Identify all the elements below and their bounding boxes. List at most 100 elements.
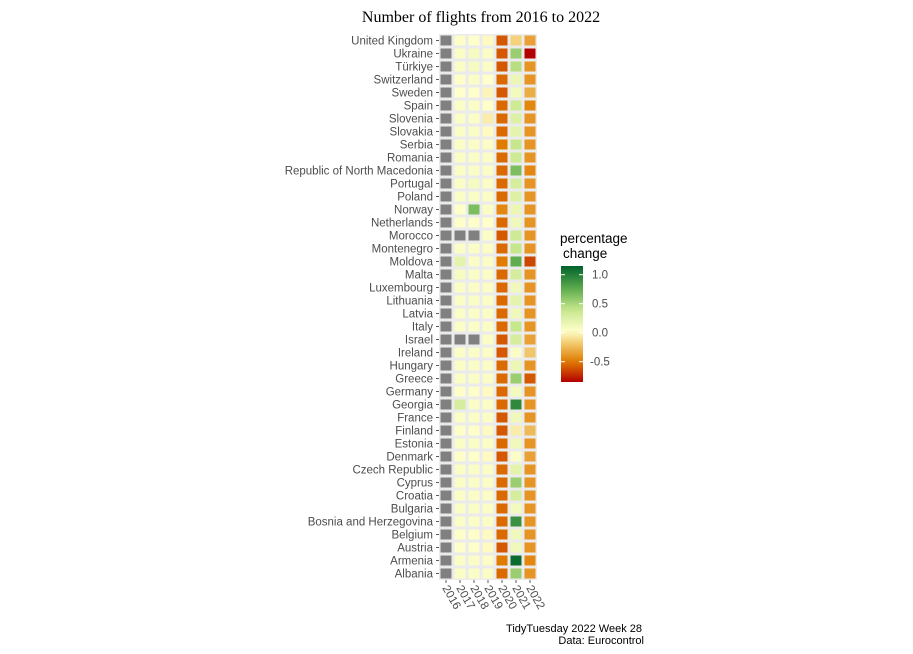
y-tick-label: Armenia xyxy=(390,556,433,568)
heatmap-cell xyxy=(482,48,494,59)
heatmap-cell xyxy=(524,347,536,358)
heatmap-cell xyxy=(482,555,494,566)
y-tick-label: United Kingdom xyxy=(351,36,433,48)
heatmap-cell xyxy=(496,568,508,579)
y-tick-label: Malta xyxy=(405,270,434,282)
heatmap-cell xyxy=(440,152,452,163)
heatmap-cell xyxy=(524,87,536,98)
legend-title-line1: percentage xyxy=(560,231,628,246)
heatmap-cell xyxy=(468,152,480,163)
heatmap-cell xyxy=(440,35,452,46)
heatmap-cell xyxy=(496,35,508,46)
heatmap-cell xyxy=(510,386,522,397)
heatmap-cell xyxy=(440,204,452,215)
heatmap-cell xyxy=(524,477,536,488)
heatmap-cell xyxy=(454,555,466,566)
heatmap-cell xyxy=(510,126,522,137)
heatmap-cell xyxy=(468,438,480,449)
y-tick-label: France xyxy=(397,413,433,425)
heatmap-cell xyxy=(468,35,480,46)
heatmap-cell xyxy=(454,464,466,475)
heatmap-cell xyxy=(524,386,536,397)
heatmap-cell xyxy=(524,35,536,46)
heatmap-cell xyxy=(496,282,508,293)
legend-tick-label: 0.0 xyxy=(592,328,608,340)
heatmap-cell xyxy=(454,139,466,150)
heatmap-cell xyxy=(510,555,522,566)
heatmap-cell xyxy=(524,269,536,280)
heatmap-cell xyxy=(496,178,508,189)
heatmap-cell xyxy=(454,165,466,176)
heatmap-cell xyxy=(440,464,452,475)
heatmap-cell xyxy=(524,464,536,475)
heatmap-cell xyxy=(440,412,452,423)
heatmap-cell xyxy=(440,516,452,527)
heatmap-cell xyxy=(496,477,508,488)
heatmap-cell xyxy=(524,139,536,150)
heatmap-cell xyxy=(468,542,480,553)
heatmap-cell xyxy=(468,295,480,306)
heatmap-cell xyxy=(468,555,480,566)
heatmap-cell xyxy=(524,503,536,514)
heatmap-cell xyxy=(496,217,508,228)
heatmap-cell xyxy=(496,48,508,59)
heatmap-cell xyxy=(524,217,536,228)
heatmap-cell xyxy=(440,568,452,579)
heatmap-cell xyxy=(454,334,466,345)
heatmap-cell xyxy=(510,35,522,46)
y-tick-label: Norway xyxy=(394,205,433,217)
heatmap-cell xyxy=(524,282,536,293)
heatmap-cell xyxy=(524,373,536,384)
heatmap-cell xyxy=(454,425,466,436)
heatmap-cell xyxy=(454,256,466,267)
heatmap-cell xyxy=(440,347,452,358)
heatmap-cell xyxy=(440,126,452,137)
y-tick-label: Italy xyxy=(412,322,433,334)
heatmap-cell xyxy=(482,412,494,423)
y-tick-label: Georgia xyxy=(392,400,434,412)
heatmap-cell xyxy=(440,269,452,280)
heatmap-cell xyxy=(454,61,466,72)
heatmap-cell xyxy=(496,152,508,163)
chart-title: Number of flights from 2016 to 2022 xyxy=(362,9,600,26)
legend-colorbar xyxy=(561,266,583,382)
heatmap-cell xyxy=(524,308,536,319)
heatmap-cell xyxy=(454,178,466,189)
y-tick-label: Hungary xyxy=(390,361,434,373)
heatmap-cell xyxy=(440,243,452,254)
heatmap-cell xyxy=(440,360,452,371)
heatmap-cell xyxy=(510,477,522,488)
heatmap-cell xyxy=(454,35,466,46)
heatmap-cell xyxy=(482,61,494,72)
heatmap-cell xyxy=(496,230,508,241)
heatmap-cell xyxy=(454,282,466,293)
heatmap-cell xyxy=(482,386,494,397)
heatmap-cell xyxy=(440,529,452,540)
heatmap-cell xyxy=(454,360,466,371)
heatmap-cell xyxy=(524,178,536,189)
heatmap-cell xyxy=(510,451,522,462)
y-tick-label: Republic of North Macedonia xyxy=(285,166,434,178)
y-tick-label: Denmark xyxy=(386,452,433,464)
heatmap-cell xyxy=(482,568,494,579)
heatmap-cell xyxy=(468,74,480,85)
heatmap-cell xyxy=(496,386,508,397)
heatmap-cell xyxy=(496,100,508,111)
heatmap-cell xyxy=(454,113,466,124)
heatmap-cell xyxy=(468,516,480,527)
heatmap-cell xyxy=(468,425,480,436)
heatmap-cell xyxy=(524,295,536,306)
heatmap-cell xyxy=(468,386,480,397)
heatmap-cell xyxy=(440,451,452,462)
y-tick-label: Morocco xyxy=(389,231,433,243)
heatmap-cell xyxy=(468,87,480,98)
heatmap-cell xyxy=(496,516,508,527)
heatmap-cell xyxy=(454,321,466,332)
heatmap-cell xyxy=(454,126,466,137)
heatmap-cell xyxy=(468,347,480,358)
heatmap-cell xyxy=(482,438,494,449)
heatmap-cell xyxy=(482,74,494,85)
heatmap-cell xyxy=(510,373,522,384)
heatmap-cell xyxy=(482,542,494,553)
heatmap-cell xyxy=(440,503,452,514)
